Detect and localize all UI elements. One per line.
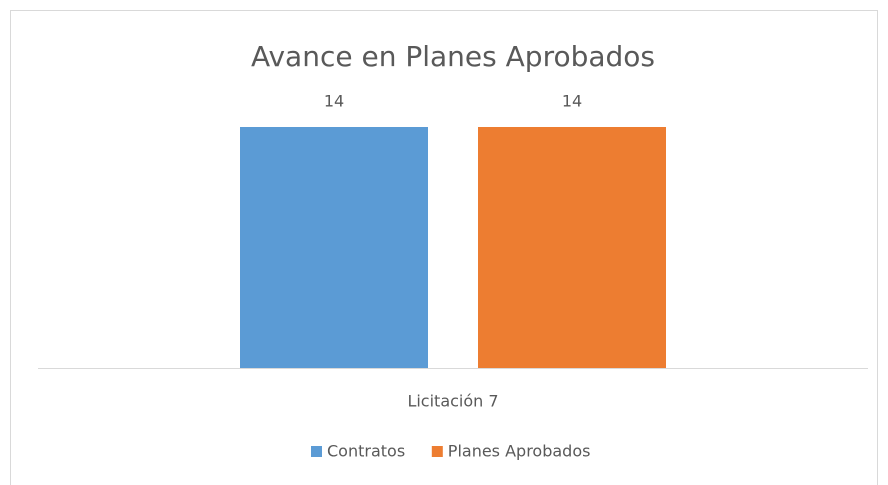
x-tick-label: Licitación 7 (407, 392, 498, 411)
chart-title: Avance en Planes Aprobados (251, 40, 655, 73)
bar (240, 127, 428, 368)
data-label: 14 (324, 92, 344, 111)
chart-border (10, 10, 878, 485)
bar (478, 127, 666, 368)
legend-swatch (311, 446, 322, 457)
legend-swatch (431, 446, 443, 457)
legend-label: Contratos (327, 442, 405, 461)
legend-label: Planes Aprobados (448, 442, 591, 461)
data-label: 14 (562, 92, 582, 111)
